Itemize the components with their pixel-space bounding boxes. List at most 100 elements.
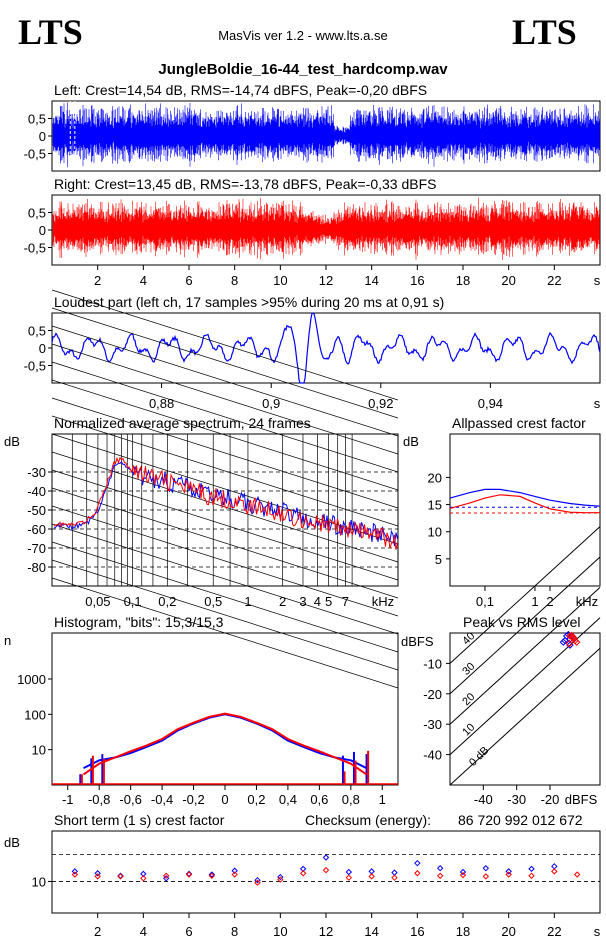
histogram-xtick-label: -1: [62, 792, 74, 807]
peak-rms-point-left: [561, 636, 569, 645]
crest-point-left: [482, 865, 490, 872]
histogram-xtick-label: -0,8: [88, 792, 110, 807]
crest-ylabel: dB: [4, 835, 20, 850]
right-xtick-label: 18: [456, 273, 470, 288]
peak-rms-crest-line: [449, 556, 601, 695]
right-xtick-label: 12: [319, 273, 333, 288]
right-xtick-label: 16: [410, 273, 424, 288]
spectrum-series-right: [53, 456, 398, 550]
spectrum-slope-line: [51, 577, 399, 689]
lts-logo-right: LTS: [512, 12, 577, 52]
loudest-frame: [51, 312, 601, 384]
peak-rms-crest-label: 10: [460, 721, 477, 738]
right-xtick-label: 8: [231, 273, 238, 288]
crest-point-left: [391, 869, 398, 876]
crest-point-right: [162, 872, 170, 879]
allpass-series-right: [449, 494, 600, 514]
crest-point-left: [322, 854, 330, 861]
peak-rms-xtick-label: -40: [474, 792, 493, 807]
peak-rms-crest-label: 20: [460, 691, 477, 708]
right-title: Right: Crest=13,45 dB, RMS=-13,78 dBFS, …: [54, 176, 436, 192]
right-ytick-label: 0,5: [28, 206, 46, 221]
allpass-xtick-label: 2: [546, 594, 553, 609]
histogram-series-left: [83, 713, 367, 769]
crest-point-right: [528, 872, 535, 879]
crest-point-left: [551, 863, 558, 870]
allpass-xtick-label: 1: [531, 594, 538, 609]
crest-xtick-label: 14: [364, 924, 378, 939]
spectrum-xtick-label: 5: [325, 594, 332, 609]
crest-point-left: [231, 867, 238, 874]
histogram-ytick-label: 100: [24, 707, 46, 722]
crest-point-right: [573, 871, 581, 878]
peak-rms-x-unit: dBFS: [565, 792, 598, 807]
histogram-ylabel: n: [4, 633, 11, 648]
histogram-ytick-label: 1000: [17, 672, 46, 687]
loudest-ytick-label: 0: [39, 341, 46, 356]
crest-xtick-label: 20: [501, 924, 515, 939]
peak-rms-point-right: [566, 632, 574, 640]
histogram-xtick-label: 0: [221, 792, 228, 807]
left-waveform-series: [52, 102, 600, 168]
spectrum-ytick-label: -70: [27, 541, 46, 556]
histogram-ytick-label: 10: [32, 743, 46, 758]
peak-rms-point-right: [568, 632, 577, 641]
crest-xtick-label: 8: [231, 924, 238, 939]
spectrum-xtick-label: 4: [314, 594, 321, 609]
peak-rms-ytick-label: -10: [423, 656, 442, 671]
spectrum-slope-line: [51, 307, 399, 419]
peak-rms-xtick-label: -20: [541, 792, 560, 807]
left-ytick-label: 0,5: [28, 112, 46, 127]
crest-xtick-label: 22: [547, 924, 561, 939]
crest-point-left: [162, 875, 170, 882]
crest-point-right: [208, 872, 216, 879]
histogram-xtick-label: -0,2: [182, 792, 204, 807]
spectrum-x-unit: kHz: [372, 594, 394, 609]
right-x-unit: s: [594, 273, 601, 288]
spectrum-ytick-label: -50: [27, 503, 46, 518]
spectrum-slope-line: [51, 397, 399, 509]
peak-rms-title: Peak vs RMS level: [463, 614, 580, 630]
file-name: JungleBoldie_16-44_test_hardcomp.wav: [158, 61, 448, 78]
peak-rms-ytick-label: -20: [423, 687, 442, 702]
crest-point-right: [551, 868, 558, 875]
peak-rms-xtick-label: -30: [507, 792, 526, 807]
right-xtick-label: 20: [501, 273, 515, 288]
loudest-line-series: [51, 312, 601, 384]
crest-point-left: [414, 859, 421, 867]
left-ytick-label: 0: [39, 129, 46, 144]
crest-point-right: [322, 866, 330, 874]
right-xtick-label: 14: [364, 273, 378, 288]
spectrum-ytick-label: -30: [27, 465, 46, 480]
crest-point-right: [459, 871, 467, 879]
loudest-title: Loudest part (left ch, 17 samples >95% d…: [54, 294, 444, 310]
checksum-value: 86 720 992 012 672: [458, 812, 583, 828]
left-ytick-label: -0,5: [24, 147, 46, 162]
spectrum-slope-line: [51, 523, 399, 635]
crest-point-left: [94, 870, 101, 877]
crest-xtick-label: 2: [94, 924, 101, 939]
spectrum-xtick-label: 1: [244, 594, 251, 609]
app-title: MasVis ver 1.2 - www.lts.a.se: [218, 28, 388, 43]
crest-point-right: [505, 871, 512, 878]
allpass-ytick-label: 5: [435, 552, 442, 567]
crest-point-right: [71, 871, 79, 878]
histogram-xtick-label: 0,4: [279, 792, 297, 807]
peak-rms-ytick-label: -40: [423, 748, 442, 763]
spectrum-ytick-label: -80: [27, 560, 46, 575]
loudest-xtick-label: 0,92: [368, 396, 393, 411]
allpass-frame: [449, 433, 601, 587]
spectrum-slope-line: [51, 559, 399, 671]
histogram-xtick-label: 0,8: [342, 792, 360, 807]
crest-point-right: [391, 874, 398, 881]
spectrum-slope-line: [51, 343, 399, 455]
lts-logo-left: LTS: [18, 12, 83, 52]
spectrum-series-left: [53, 461, 398, 547]
crest-xtick-label: 4: [140, 924, 147, 939]
right-ytick-label: 0: [39, 223, 46, 238]
allpass-ytick-label: 20: [428, 470, 442, 485]
crest-point-left: [208, 871, 216, 878]
allpass-x-unit: kHz: [576, 594, 598, 609]
loudest-x-unit: s: [594, 396, 601, 411]
